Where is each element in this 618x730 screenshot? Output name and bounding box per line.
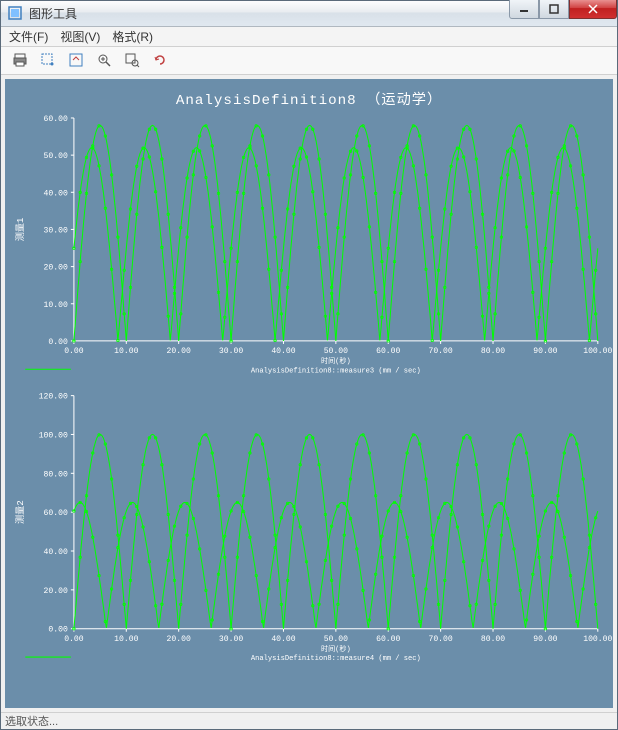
chart-content: AnalysisDefinition8 （运动学） 0.00 10.00 20.00 3… [1, 75, 617, 712]
statusbar: 选取状态... [1, 712, 617, 729]
window-title: 图形工具 [29, 5, 509, 22]
svg-text:100.00: 100.00 [39, 431, 68, 440]
svg-text:60.00: 60.00 [376, 347, 400, 356]
svg-text:10.00: 10.00 [44, 300, 68, 309]
window-controls [509, 0, 617, 19]
fit-icon[interactable] [65, 49, 87, 71]
svg-text:20.00: 20.00 [167, 347, 191, 356]
svg-text:60.00: 60.00 [44, 115, 68, 124]
svg-text:60.00: 60.00 [44, 509, 68, 518]
svg-text:100.00: 100.00 [583, 347, 612, 356]
svg-text:0.00: 0.00 [48, 625, 68, 634]
svg-text:50.00: 50.00 [324, 634, 348, 643]
svg-text:80.00: 80.00 [481, 634, 505, 643]
svg-text:50.00: 50.00 [44, 152, 68, 161]
svg-text:测量2: 测量2 [15, 500, 26, 524]
zoom-in-icon[interactable] [93, 49, 115, 71]
minimize-button[interactable] [509, 0, 539, 19]
svg-text:20.00: 20.00 [44, 587, 68, 596]
print-icon[interactable] [9, 49, 31, 71]
svg-text:40.00: 40.00 [44, 548, 68, 557]
close-button[interactable] [569, 0, 617, 19]
svg-text:测量1: 测量1 [15, 217, 26, 241]
svg-text:40.00: 40.00 [271, 634, 295, 643]
svg-text:60.00: 60.00 [376, 634, 400, 643]
svg-text:时间(秒): 时间(秒) [321, 644, 351, 654]
svg-text:10.00: 10.00 [114, 347, 138, 356]
svg-text:90.00: 90.00 [533, 347, 557, 356]
svg-text:AnalysisDefinition8::measure3: AnalysisDefinition8::measure3 (mm / sec) [251, 367, 421, 375]
refresh-icon[interactable] [149, 49, 171, 71]
svg-text:70.00: 70.00 [428, 347, 452, 356]
svg-text:100.00: 100.00 [583, 634, 612, 643]
svg-text:80.00: 80.00 [481, 347, 505, 356]
svg-text:0.00: 0.00 [64, 347, 84, 356]
select-icon[interactable] [37, 49, 59, 71]
svg-text:30.00: 30.00 [44, 226, 68, 235]
app-icon [7, 5, 23, 21]
svg-text:70.00: 70.00 [428, 634, 452, 643]
titlebar: 图形工具 [1, 1, 617, 27]
svg-text:40.00: 40.00 [271, 347, 295, 356]
svg-text:10.00: 10.00 [114, 634, 138, 643]
svg-text:40.00: 40.00 [44, 189, 68, 198]
svg-text:50.00: 50.00 [324, 347, 348, 356]
menu-format[interactable]: 格式(R) [112, 28, 153, 45]
zoom-area-icon[interactable] [121, 49, 143, 71]
svg-text:30.00: 30.00 [219, 347, 243, 356]
svg-text:20.00: 20.00 [44, 263, 68, 272]
svg-text:30.00: 30.00 [219, 634, 243, 643]
svg-text:AnalysisDefinition8::measure4: AnalysisDefinition8::measure4 (mm / sec) [251, 655, 421, 663]
toolbar [1, 47, 617, 74]
svg-text:80.00: 80.00 [44, 470, 68, 479]
svg-text:120.00: 120.00 [39, 392, 68, 401]
menu-file[interactable]: 文件(F) [9, 28, 48, 45]
svg-text:时间(秒): 时间(秒) [321, 356, 351, 366]
svg-text:AnalysisDefinition8 （运动学）: AnalysisDefinition8 （运动学） [176, 91, 442, 108]
svg-text:20.00: 20.00 [167, 634, 191, 643]
svg-text:0.00: 0.00 [48, 338, 68, 347]
menubar: 文件(F) 视图(V) 格式(R) [1, 27, 617, 48]
chart-canvas: AnalysisDefinition8 （运动学） 0.00 10.00 20.00 3… [5, 79, 613, 708]
maximize-button[interactable] [539, 0, 569, 19]
svg-text:0.00: 0.00 [64, 634, 84, 643]
menu-view[interactable]: 视图(V) [60, 28, 100, 45]
status-text: 选取状态... [5, 713, 58, 729]
app-window: 图形工具 文件(F) 视图(V) 格式(R) AnalysisDefinitio… [0, 0, 618, 730]
svg-text:90.00: 90.00 [533, 634, 557, 643]
